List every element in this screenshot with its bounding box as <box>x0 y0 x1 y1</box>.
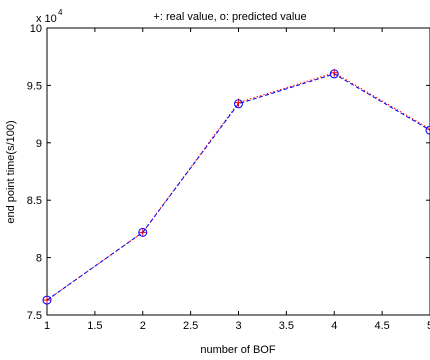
x-tick-label: 1.5 <box>87 320 102 332</box>
series-layer <box>42 68 430 305</box>
y-multiplier: x 10 <box>36 13 57 25</box>
data-point-predicted-value <box>138 227 148 237</box>
y-tick-label: 8 <box>36 253 42 265</box>
x-tick-label: 5 <box>427 320 430 332</box>
series-line-predicted-value <box>46 73 430 301</box>
y-tick-label: 9.5 <box>27 80 42 92</box>
data-point-predicted-value <box>42 295 52 305</box>
x-tick-label: 2.5 <box>183 320 198 332</box>
data-point-predicted-value <box>329 69 339 79</box>
y-axis-label: end point time(s/100) <box>5 120 17 223</box>
data-point-real-value <box>426 125 430 134</box>
data-point-predicted-value <box>234 99 243 109</box>
x-tick-label: 2 <box>140 320 146 332</box>
axis-tick-labels: 1 1.5 2 2.5 3 3.5 4 4.5 5 7.5 8 8.5 9 9.5 10 <box>27 23 430 332</box>
x-tick-label: 1 <box>44 320 50 332</box>
y-tick-label: 9 <box>36 138 42 150</box>
x-axis-label: number of BOF <box>200 344 275 356</box>
y-multiplier-exponent: 4 <box>58 8 63 17</box>
x-tick-label: 4 <box>331 320 337 332</box>
axis-ticks <box>46 27 430 316</box>
chart-title: +: real value, o: predicted value <box>153 11 306 23</box>
y-tick-label: 10 <box>30 23 42 35</box>
data-point-predicted-value <box>425 125 430 135</box>
y-tick-label: 7.5 <box>27 310 42 322</box>
x-tick-label: 3.5 <box>279 320 294 332</box>
y-tick-label: 8.5 <box>27 195 42 207</box>
x-tick-label: 3 <box>235 320 241 332</box>
x-tick-label: 4.5 <box>374 320 389 332</box>
